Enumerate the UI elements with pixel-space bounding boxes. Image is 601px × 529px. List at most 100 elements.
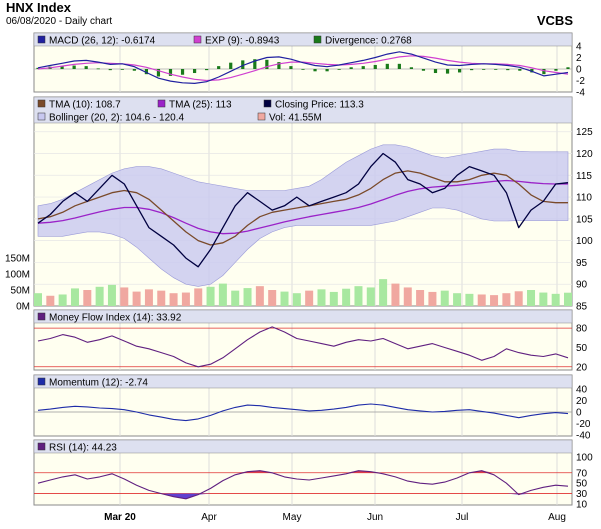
rsi-panel-axis-tick-0: 100 — [576, 453, 593, 464]
divergence-bar — [445, 69, 450, 74]
chart-title: HNX Index — [6, 0, 72, 15]
macd-legend-swatch-1 — [193, 35, 202, 44]
macd-legend-swatch-0 — [37, 35, 46, 44]
volume-bar — [527, 290, 536, 306]
divergence-bar — [349, 67, 353, 69]
momentum-panel-legend-swatch-0 — [37, 377, 46, 386]
price-legend-label-2: Closing Price: 113.3 — [275, 100, 364, 111]
momentum-panel-legend-bar — [33, 374, 573, 389]
macd-axis-tick-3: -2 — [576, 76, 585, 87]
divergence-bar — [566, 67, 570, 69]
volume-bar — [280, 291, 289, 306]
price-axis-tick-4: 105 — [576, 214, 593, 225]
divergence-bar — [72, 65, 76, 69]
volume-axis-tick-2: 50M — [11, 286, 30, 297]
macd-line — [37, 51, 569, 85]
volume-axis-tick-1: 100M — [5, 270, 30, 281]
x-axis-label-3: Jun — [367, 512, 383, 523]
macd-axis-tick-2: 0 — [576, 65, 582, 76]
volume-bar — [107, 284, 116, 306]
divergence-bar — [217, 66, 221, 69]
volume-bar — [268, 290, 277, 306]
volume-bar — [120, 287, 129, 306]
divergence-bar — [277, 62, 281, 69]
rsi-panel-axis-tick-4: 10 — [576, 499, 588, 510]
momentum-panel-legend-label-0: Momentum (12): -2.74 — [49, 378, 148, 389]
volume-bar — [514, 291, 523, 306]
price-axis-tick-6: 95 — [576, 258, 588, 269]
price-axis-tick-0: 125 — [576, 127, 593, 138]
price-legend-swatch-3 — [37, 112, 46, 121]
divergence-bar — [470, 69, 474, 71]
volume-bar — [70, 288, 79, 306]
volume-bar — [58, 294, 67, 306]
price-legend-swatch-1 — [157, 99, 166, 108]
divergence-bar — [554, 69, 558, 71]
divergence-bar — [108, 69, 112, 71]
volume-bar — [477, 294, 486, 306]
divergence-bar — [373, 64, 377, 69]
volume-bar — [255, 286, 264, 306]
divergence-bar — [241, 60, 245, 69]
mfi-panel-legend-swatch-0 — [37, 312, 46, 321]
mfi-panel-axis-tick-0: 80 — [576, 324, 588, 335]
price-axis-tick-2: 115 — [576, 171, 592, 182]
volume-bar — [132, 291, 141, 306]
volume-bar — [342, 288, 351, 306]
macd-legend-label-0: MACD (26, 12): -0.6174 — [49, 36, 156, 47]
price-axis-tick-1: 120 — [576, 149, 593, 160]
price-legend-label-1: TMA (25): 113 — [169, 100, 232, 111]
price-legend-swatch-0 — [37, 99, 46, 108]
rsi-panel-axis-tick-3: 30 — [576, 489, 588, 500]
rsi-panel-legend-bar — [33, 439, 573, 454]
volume-bar — [379, 279, 388, 306]
divergence-bar — [180, 69, 185, 75]
divergence-bar — [205, 69, 209, 71]
volume-bar — [83, 290, 92, 306]
price-legend-label-0: TMA (10): 108.7 — [49, 100, 121, 111]
volume-bar — [403, 287, 412, 306]
divergence-bar — [144, 69, 149, 75]
price-axis-tick-8: 85 — [576, 302, 588, 313]
macd-axis-tick-4: -4 — [576, 88, 585, 99]
divergence-bar — [397, 63, 401, 69]
momentum-panel-axis-tick-4: -40 — [576, 430, 591, 441]
volume-bar — [218, 283, 227, 306]
volume-bar — [366, 287, 375, 306]
divergence-bar — [132, 69, 136, 71]
macd-legend-swatch-2 — [313, 35, 322, 44]
divergence-bar — [494, 69, 498, 70]
price-axis-tick-3: 110 — [576, 193, 592, 204]
divergence-bar — [60, 66, 64, 69]
volume-bar — [231, 290, 240, 306]
divergence-bar — [385, 63, 389, 69]
divergence-bar — [265, 59, 269, 69]
volume-bar — [564, 292, 572, 306]
chart-subtitle: 06/08/2020 - Daily chart — [6, 16, 113, 27]
divergence-bar — [96, 68, 100, 70]
volume-bar — [206, 286, 215, 306]
volume-bar — [551, 293, 560, 306]
price-legend-label-4: Vol: 41.55M — [269, 113, 322, 124]
rsi-panel-axis-tick-2: 50 — [576, 479, 588, 490]
divergence-bar — [156, 69, 161, 77]
volume-bar — [502, 293, 511, 306]
divergence-bar — [289, 66, 293, 69]
macd-legend-label-1: EXP (9): -0.8943 — [205, 36, 280, 47]
volume-bar — [305, 290, 314, 306]
volume-bar — [34, 293, 42, 306]
volume-bar — [46, 295, 55, 306]
volume-bar — [95, 286, 104, 306]
divergence-bar — [84, 66, 88, 69]
mfi-panel-axis-tick-2: 20 — [576, 362, 588, 373]
x-axis-label-4: Jul — [456, 512, 469, 523]
x-axis-label-2: May — [283, 512, 302, 523]
price-axis-tick-5: 100 — [576, 236, 593, 247]
divergence-bar — [542, 69, 546, 75]
momentum-panel-line — [37, 403, 569, 422]
ticker-label: VCBS — [536, 13, 573, 28]
mfi-panel-line — [37, 326, 569, 368]
divergence-bar — [168, 69, 173, 76]
macd-axis-tick-1: 2 — [576, 53, 582, 64]
